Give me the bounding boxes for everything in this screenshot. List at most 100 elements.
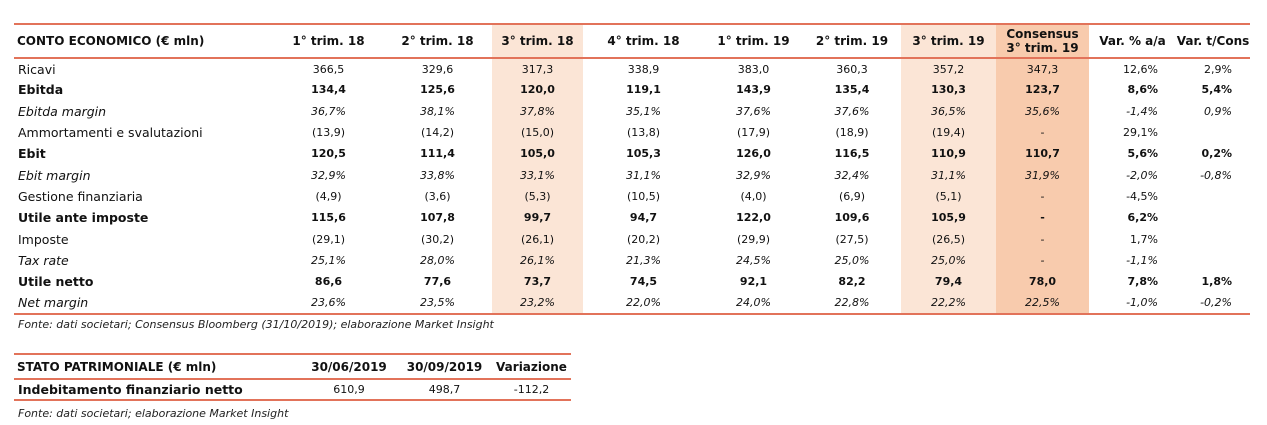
table-row: Ebit margin 32,9% 33,8% 33,1% 31,1% 32,9% 32,4…	[14, 164, 1250, 186]
row-label: Ebitda margin	[18, 103, 107, 119]
cell-var-cons: 5,4%	[1201, 83, 1232, 97]
cell-q3-19: 79,4	[901, 270, 996, 293]
table-row: Ammortamenti e svalutazioni (13,9) (14,2) (…	[14, 121, 1250, 144]
table-row: Ebitda 134,4 125,6 120,0 119,1 143,9 135,4 130,…	[14, 79, 1250, 101]
income-source-note: Fonte: dati societari; Consensus Bloombe…	[18, 318, 494, 331]
cell-consensus: 78,0	[996, 270, 1089, 293]
cell-q1-19: 126,0	[736, 147, 771, 161]
col-header-q4-18: 4° trim. 18	[607, 34, 680, 48]
balance-col-jun: 30/06/2019	[311, 359, 387, 374]
cell-q1-18: (4,9)	[315, 189, 342, 203]
cell-q4-18: (10,5)	[626, 189, 661, 203]
cell-q3-19: 105,9	[901, 207, 996, 229]
cell-var-cons: 0,9%	[1204, 104, 1232, 118]
cell-q2-18: 28,0%	[420, 253, 455, 267]
cell-q1-18: 366,5	[312, 62, 345, 76]
cell-q3-18: 33,1%	[492, 164, 583, 186]
table-row: Ebit 120,5 111,4 105,0 105,3 126,0 116,5 110,9 1…	[14, 143, 1250, 165]
cell-q1-18: 25,1%	[311, 253, 346, 267]
cell-q2-19: 109,6	[834, 211, 870, 225]
cell-consensus: 347,3	[996, 58, 1089, 80]
cell-q1-18: 86,6	[314, 275, 343, 289]
cell-q2-18: 23,5%	[420, 295, 455, 309]
income-statement-table: CONTO ECONOMICO (€ mln) 1° trim. 18 2° t…	[14, 23, 1250, 315]
cell-q3-18: 73,7	[492, 270, 583, 293]
row-label: Gestione finanziaria	[18, 188, 143, 204]
cell-q2-19: 82,2	[838, 275, 866, 289]
cell-var-yoy: 8,6%	[1127, 83, 1158, 97]
cell-q1-18: 23,6%	[311, 295, 346, 309]
cell-q2-19: (6,9)	[838, 189, 866, 203]
balance-table-title: STATO PATRIMONIALE (€ mln)	[17, 359, 217, 374]
cell-q3-19: 130,3	[901, 79, 996, 101]
row-label: Imposte	[18, 231, 69, 247]
cell-var-yoy: 7,8%	[1127, 275, 1158, 289]
balance-cell-jun: 610,9	[333, 383, 365, 396]
cell-var-cons	[1176, 250, 1250, 271]
col-header-consensus: Consensus 3° trim. 19	[996, 24, 1089, 58]
cell-q1-19: (4,0)	[740, 189, 767, 203]
cell-q1-18: 134,4	[311, 83, 346, 97]
cell-q4-18: 22,0%	[626, 295, 661, 309]
cell-q3-18: 26,1%	[492, 249, 583, 271]
cell-consensus: -	[996, 249, 1089, 271]
cell-var-yoy: 6,2%	[1127, 211, 1158, 225]
cell-var-yoy: 12,6%	[1123, 62, 1158, 76]
cell-var-cons	[1176, 228, 1250, 249]
cell-q2-18: 111,4	[420, 147, 455, 161]
cell-var-cons	[1176, 207, 1250, 228]
cell-var-cons: -0,8%	[1200, 168, 1232, 182]
cell-q3-18: 317,3	[492, 58, 583, 80]
cell-q3-18: 105,0	[492, 143, 583, 165]
table-row: Ebitda margin 36,7% 38,1% 37,8% 35,1% 37,6% 37…	[14, 100, 1250, 122]
cell-consensus: 22,5%	[996, 292, 1089, 314]
table-row: Gestione finanziaria (4,9) (3,6) (5,3) (10,5…	[14, 185, 1250, 208]
col-header-q2-19: 2° trim. 19	[815, 34, 889, 48]
cell-q1-18: (13,9)	[311, 126, 346, 140]
row-label: Net margin	[18, 294, 89, 310]
cell-q3-19: 357,2	[901, 58, 996, 80]
cell-q3-18: 99,7	[492, 207, 583, 229]
cell-q4-18: 338,9	[627, 62, 660, 76]
table-row: Utile ante imposte 115,6 107,8 99,7 94,7 122,…	[14, 207, 1250, 229]
cell-q3-18: (5,3)	[492, 185, 583, 208]
cell-consensus: 123,7	[996, 79, 1089, 101]
cell-q4-18: 21,3%	[626, 253, 661, 267]
cell-q2-19: 116,5	[834, 147, 870, 161]
income-table-title: CONTO ECONOMICO (€ mln)	[17, 34, 205, 48]
balance-col-change: Variazione	[496, 359, 567, 374]
balance-cell-sep: 498,7	[428, 383, 461, 396]
cell-q3-18: 23,2%	[492, 292, 583, 314]
balance-col-sep: 30/09/2019	[406, 359, 483, 374]
cell-q1-19: 92,1	[739, 275, 768, 289]
cell-var-cons: 0,2%	[1201, 147, 1232, 161]
cell-q1-18: 120,5	[311, 147, 346, 161]
row-label: Ebitda	[18, 82, 64, 98]
col-header-q3-18: 3° trim. 18	[492, 24, 583, 58]
cell-q2-19: 25,0%	[834, 253, 870, 267]
cell-var-yoy: -1,0%	[1126, 295, 1158, 309]
row-label: Ammortamenti e svalutazioni	[18, 125, 203, 141]
cell-q4-18: 105,3	[626, 147, 661, 161]
cell-var-cons: 2,9%	[1204, 62, 1232, 76]
cell-q3-19: (19,4)	[901, 121, 996, 144]
cell-consensus: 35,6%	[996, 100, 1089, 122]
cell-q1-18: (29,1)	[311, 232, 346, 246]
income-header-row: CONTO ECONOMICO (€ mln) 1° trim. 18 2° t…	[14, 24, 1250, 58]
cell-q1-18: 36,7%	[311, 104, 346, 118]
cell-consensus: -	[996, 185, 1089, 208]
cell-consensus: 110,7	[996, 143, 1089, 165]
cell-q2-19: (27,5)	[835, 232, 869, 246]
cell-q2-18: 107,8	[420, 211, 455, 225]
cell-q1-19: 32,9%	[736, 168, 771, 182]
cell-var-yoy: 5,6%	[1127, 147, 1158, 161]
cell-q2-19: 360,3	[836, 62, 868, 76]
table-row: Tax rate 25,1% 28,0% 26,1% 21,3% 24,5% 25,0% 25…	[14, 249, 1250, 271]
row-label: Ricavi	[18, 61, 56, 77]
table-row: Ricavi 366,5 329,6 317,3 338,9 383,0 360,3 357,…	[14, 58, 1250, 80]
cell-q1-19: 143,9	[736, 83, 771, 97]
cell-q2-18: 125,6	[420, 83, 455, 97]
cell-q2-18: 38,1%	[420, 104, 455, 118]
cell-q4-18: 74,5	[629, 275, 658, 289]
cell-q3-18: 37,8%	[492, 100, 583, 122]
